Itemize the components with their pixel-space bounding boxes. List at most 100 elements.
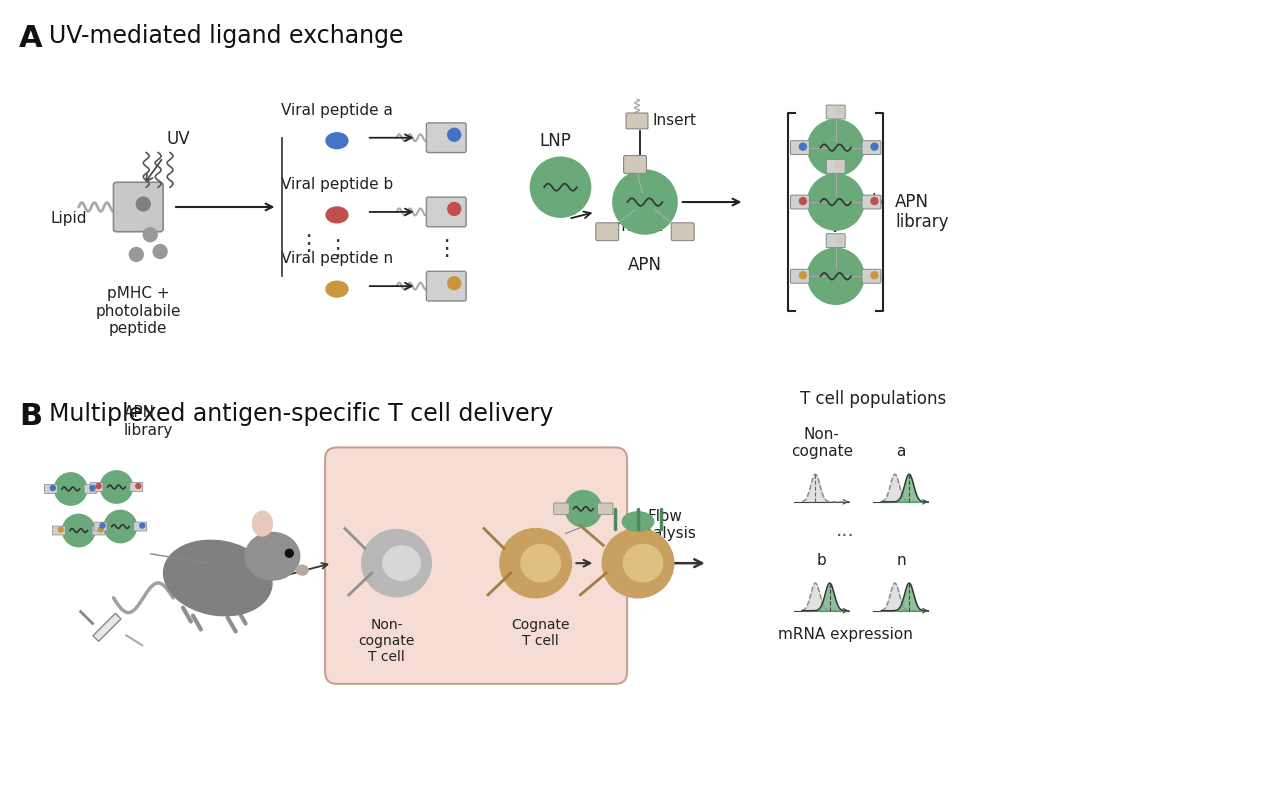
- Ellipse shape: [462, 458, 490, 470]
- Circle shape: [566, 491, 602, 527]
- FancyBboxPatch shape: [791, 269, 809, 283]
- Text: pMHC +
photolabile
peptide: pMHC + photolabile peptide: [96, 287, 180, 336]
- FancyBboxPatch shape: [426, 272, 466, 301]
- Circle shape: [800, 143, 806, 150]
- FancyBboxPatch shape: [45, 484, 58, 494]
- Circle shape: [870, 272, 878, 279]
- Text: ⋮: ⋮: [823, 229, 845, 249]
- Circle shape: [63, 515, 95, 546]
- FancyBboxPatch shape: [626, 113, 648, 129]
- Ellipse shape: [326, 207, 348, 223]
- FancyBboxPatch shape: [426, 123, 466, 152]
- Circle shape: [448, 277, 461, 290]
- Text: APN
library: APN library: [895, 192, 948, 232]
- Ellipse shape: [500, 528, 571, 598]
- FancyBboxPatch shape: [861, 141, 881, 155]
- Text: n: n: [872, 267, 882, 285]
- Ellipse shape: [521, 544, 561, 582]
- FancyBboxPatch shape: [623, 155, 646, 173]
- Circle shape: [800, 198, 806, 205]
- FancyBboxPatch shape: [598, 503, 613, 514]
- Circle shape: [50, 485, 55, 491]
- Ellipse shape: [438, 659, 465, 671]
- Circle shape: [136, 197, 150, 211]
- Circle shape: [140, 523, 145, 528]
- Circle shape: [870, 143, 878, 150]
- FancyBboxPatch shape: [134, 522, 147, 531]
- Text: Non-
cognate
T cell: Non- cognate T cell: [358, 618, 415, 664]
- FancyBboxPatch shape: [791, 141, 809, 155]
- FancyBboxPatch shape: [827, 105, 845, 119]
- Text: ⋮: ⋮: [435, 239, 457, 259]
- Circle shape: [531, 158, 590, 217]
- Ellipse shape: [603, 528, 673, 598]
- Ellipse shape: [623, 544, 663, 582]
- FancyBboxPatch shape: [90, 483, 102, 491]
- Circle shape: [613, 170, 677, 234]
- Text: A: A: [19, 24, 42, 53]
- Text: ⋮: ⋮: [326, 239, 348, 259]
- FancyBboxPatch shape: [595, 223, 618, 241]
- FancyBboxPatch shape: [554, 503, 570, 514]
- Circle shape: [90, 485, 95, 491]
- Ellipse shape: [164, 540, 271, 615]
- Circle shape: [136, 484, 141, 488]
- Text: Flow
analysis: Flow analysis: [634, 509, 696, 542]
- Circle shape: [808, 120, 864, 175]
- Circle shape: [448, 203, 461, 215]
- Circle shape: [143, 228, 157, 242]
- Circle shape: [99, 527, 102, 532]
- Text: UV: UV: [166, 130, 189, 148]
- Circle shape: [448, 128, 461, 141]
- Ellipse shape: [383, 546, 420, 580]
- FancyBboxPatch shape: [52, 526, 65, 535]
- FancyBboxPatch shape: [827, 159, 845, 173]
- Ellipse shape: [252, 511, 273, 536]
- Circle shape: [870, 198, 878, 205]
- Circle shape: [836, 108, 842, 115]
- Text: Insert: Insert: [653, 113, 696, 129]
- Circle shape: [285, 550, 293, 557]
- Circle shape: [154, 245, 168, 258]
- FancyBboxPatch shape: [671, 223, 694, 241]
- Circle shape: [100, 523, 105, 528]
- Text: ⋮: ⋮: [297, 234, 320, 254]
- Circle shape: [105, 511, 136, 542]
- Text: UV-mediated ligand exchange: UV-mediated ligand exchange: [49, 24, 403, 48]
- Text: Viral peptide b: Viral peptide b: [280, 177, 393, 192]
- Circle shape: [31, 441, 166, 576]
- Circle shape: [55, 473, 87, 505]
- Ellipse shape: [326, 133, 348, 148]
- FancyBboxPatch shape: [92, 526, 105, 535]
- FancyBboxPatch shape: [791, 195, 809, 209]
- Circle shape: [836, 236, 842, 243]
- Text: mRNA: mRNA: [616, 219, 663, 234]
- Circle shape: [836, 162, 842, 169]
- Ellipse shape: [362, 458, 390, 470]
- FancyBboxPatch shape: [325, 447, 627, 684]
- Text: n: n: [896, 553, 906, 568]
- FancyBboxPatch shape: [93, 522, 108, 531]
- Text: b: b: [872, 193, 882, 211]
- Circle shape: [808, 174, 864, 230]
- Ellipse shape: [244, 532, 300, 580]
- Ellipse shape: [362, 530, 431, 597]
- Text: Cognate
T cell: Cognate T cell: [512, 618, 570, 648]
- Text: a: a: [872, 139, 882, 157]
- Text: Multiplexed antigen-specific T cell delivery: Multiplexed antigen-specific T cell deli…: [49, 402, 553, 426]
- Text: LNP: LNP: [540, 132, 571, 150]
- Text: a: a: [896, 444, 906, 459]
- Text: T cell populations: T cell populations: [800, 390, 947, 408]
- Circle shape: [800, 272, 806, 279]
- Text: APN: APN: [628, 257, 662, 275]
- Ellipse shape: [296, 565, 308, 575]
- Circle shape: [101, 471, 132, 503]
- FancyBboxPatch shape: [84, 484, 97, 494]
- Ellipse shape: [326, 281, 348, 297]
- FancyBboxPatch shape: [426, 197, 466, 227]
- Circle shape: [96, 484, 101, 488]
- Ellipse shape: [388, 659, 416, 671]
- Text: mRNA expression: mRNA expression: [778, 627, 913, 642]
- Circle shape: [59, 527, 63, 532]
- Text: Viral peptide a: Viral peptide a: [282, 103, 393, 118]
